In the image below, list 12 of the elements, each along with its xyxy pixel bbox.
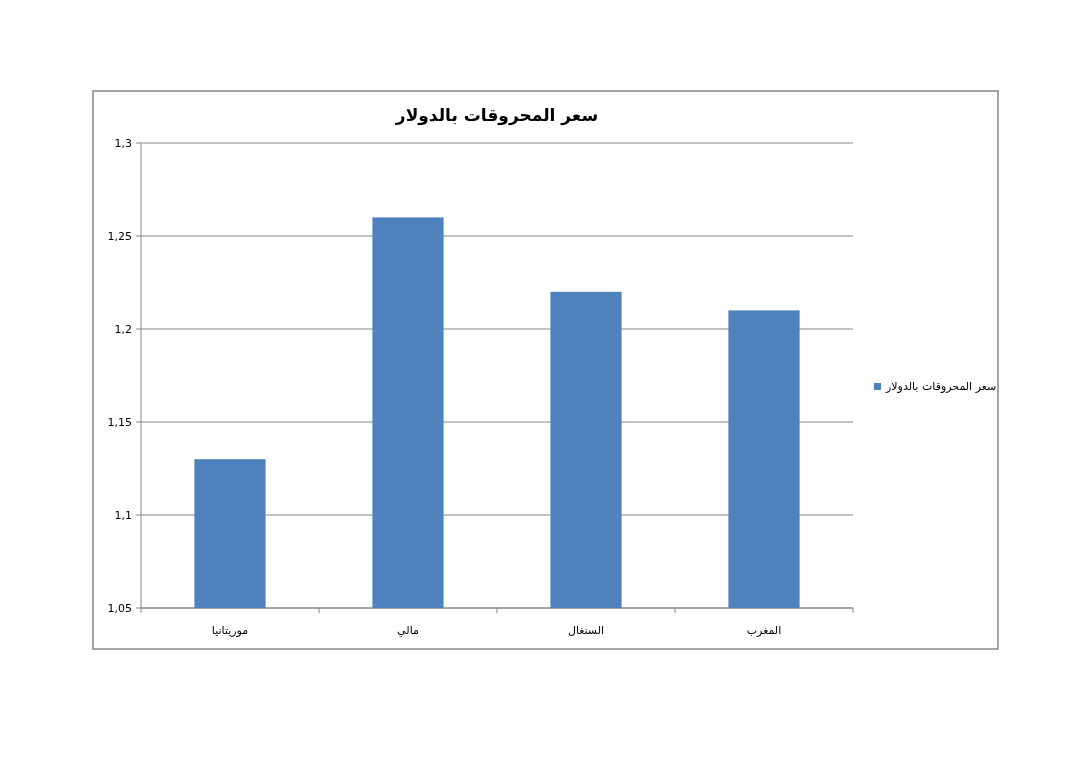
x-tick-label: مالي: [397, 624, 419, 637]
y-tick-label: 1,25: [107, 230, 132, 243]
x-tick-label: المغرب: [746, 624, 782, 637]
x-tick-label: موريتانيا: [211, 624, 249, 637]
y-tick-label: 1,3: [114, 137, 132, 150]
x-tick-label: السنغال: [567, 624, 605, 637]
y-tick-label: 1,05: [107, 602, 132, 615]
y-tick-label: 1,2: [114, 323, 132, 336]
legend-label: سعر المحروقات بالدولار: [885, 380, 997, 393]
chart-title: سعر المحروقات بالدولار: [394, 105, 599, 126]
y-tick-label: 1,15: [107, 416, 132, 429]
y-tick-label: 1,1: [114, 509, 132, 522]
